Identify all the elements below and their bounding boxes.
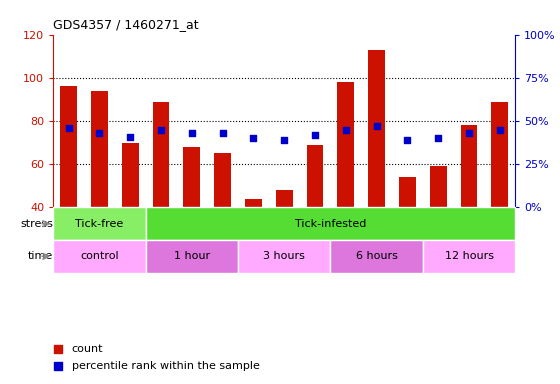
Text: 12 hours: 12 hours xyxy=(445,251,493,262)
Bar xyxy=(91,91,108,207)
Text: GDS4357 / 1460271_at: GDS4357 / 1460271_at xyxy=(53,18,199,31)
Text: percentile rank within the sample: percentile rank within the sample xyxy=(72,361,259,371)
Point xyxy=(249,135,258,141)
Point xyxy=(465,130,474,136)
Text: GSM956138: GSM956138 xyxy=(125,210,135,266)
Text: GSM956149: GSM956149 xyxy=(464,210,474,265)
Point xyxy=(64,125,73,131)
Bar xyxy=(146,240,238,273)
Bar xyxy=(60,86,77,207)
Bar xyxy=(460,125,478,207)
Point xyxy=(434,135,443,141)
Bar xyxy=(238,240,330,273)
Text: 6 hours: 6 hours xyxy=(356,251,398,262)
Point xyxy=(372,123,381,129)
Text: GSM956142: GSM956142 xyxy=(249,210,258,265)
Point xyxy=(496,126,505,132)
Point xyxy=(156,126,166,132)
Bar xyxy=(183,147,200,207)
Point xyxy=(311,132,320,138)
Text: 3 hours: 3 hours xyxy=(263,251,305,262)
Bar xyxy=(423,240,515,273)
Text: GSM956144: GSM956144 xyxy=(310,210,320,265)
Text: Tick-free: Tick-free xyxy=(75,218,124,229)
Text: stress: stress xyxy=(20,218,53,229)
Bar xyxy=(368,50,385,207)
Text: GSM956137: GSM956137 xyxy=(95,210,104,266)
Bar xyxy=(306,145,324,207)
Point xyxy=(218,130,227,136)
Bar xyxy=(122,142,139,207)
Point xyxy=(321,103,330,109)
Text: GSM956140: GSM956140 xyxy=(187,210,197,265)
Text: GSM956147: GSM956147 xyxy=(403,210,412,265)
Text: GSM956136: GSM956136 xyxy=(64,210,73,266)
Point xyxy=(280,137,289,143)
Bar xyxy=(53,240,146,273)
Text: GSM956143: GSM956143 xyxy=(279,210,289,265)
Bar xyxy=(337,82,354,207)
Text: control: control xyxy=(80,251,119,262)
Bar xyxy=(146,207,515,240)
Text: GSM956146: GSM956146 xyxy=(372,210,381,265)
Bar xyxy=(430,166,447,207)
Point xyxy=(403,137,412,143)
Bar xyxy=(399,177,416,207)
Bar xyxy=(152,101,170,207)
Text: GSM956145: GSM956145 xyxy=(341,210,351,265)
Text: GSM956141: GSM956141 xyxy=(218,210,227,265)
Text: GSM956148: GSM956148 xyxy=(433,210,443,265)
Point xyxy=(95,130,104,136)
Bar xyxy=(276,190,293,207)
Bar xyxy=(53,207,146,240)
Point xyxy=(342,126,351,132)
Text: Tick-infested: Tick-infested xyxy=(295,218,366,229)
Bar xyxy=(491,101,508,207)
Point xyxy=(187,130,197,136)
Point xyxy=(321,256,330,262)
Text: 1 hour: 1 hour xyxy=(174,251,210,262)
Text: GSM956150: GSM956150 xyxy=(495,210,505,266)
Text: count: count xyxy=(72,344,103,354)
Bar xyxy=(214,153,231,207)
Bar xyxy=(330,240,423,273)
Text: GSM956139: GSM956139 xyxy=(156,210,166,266)
Text: time: time xyxy=(28,251,53,262)
Point xyxy=(125,133,135,139)
Bar xyxy=(245,199,262,207)
